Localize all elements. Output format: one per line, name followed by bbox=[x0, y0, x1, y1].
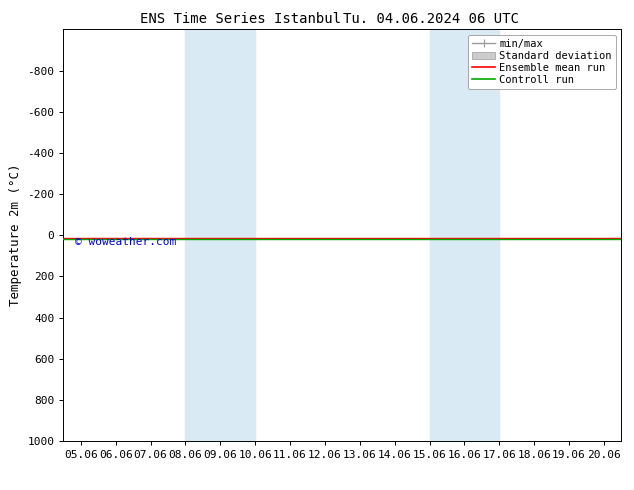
Bar bbox=[429, 29, 500, 441]
Y-axis label: Temperature 2m (°C): Temperature 2m (°C) bbox=[9, 164, 22, 306]
Bar bbox=[185, 29, 255, 441]
Legend: min/max, Standard deviation, Ensemble mean run, Controll run: min/max, Standard deviation, Ensemble me… bbox=[468, 35, 616, 89]
Text: Tu. 04.06.2024 06 UTC: Tu. 04.06.2024 06 UTC bbox=[343, 12, 519, 26]
Text: © woweather.com: © woweather.com bbox=[75, 237, 176, 247]
Text: ENS Time Series Istanbul: ENS Time Series Istanbul bbox=[140, 12, 342, 26]
